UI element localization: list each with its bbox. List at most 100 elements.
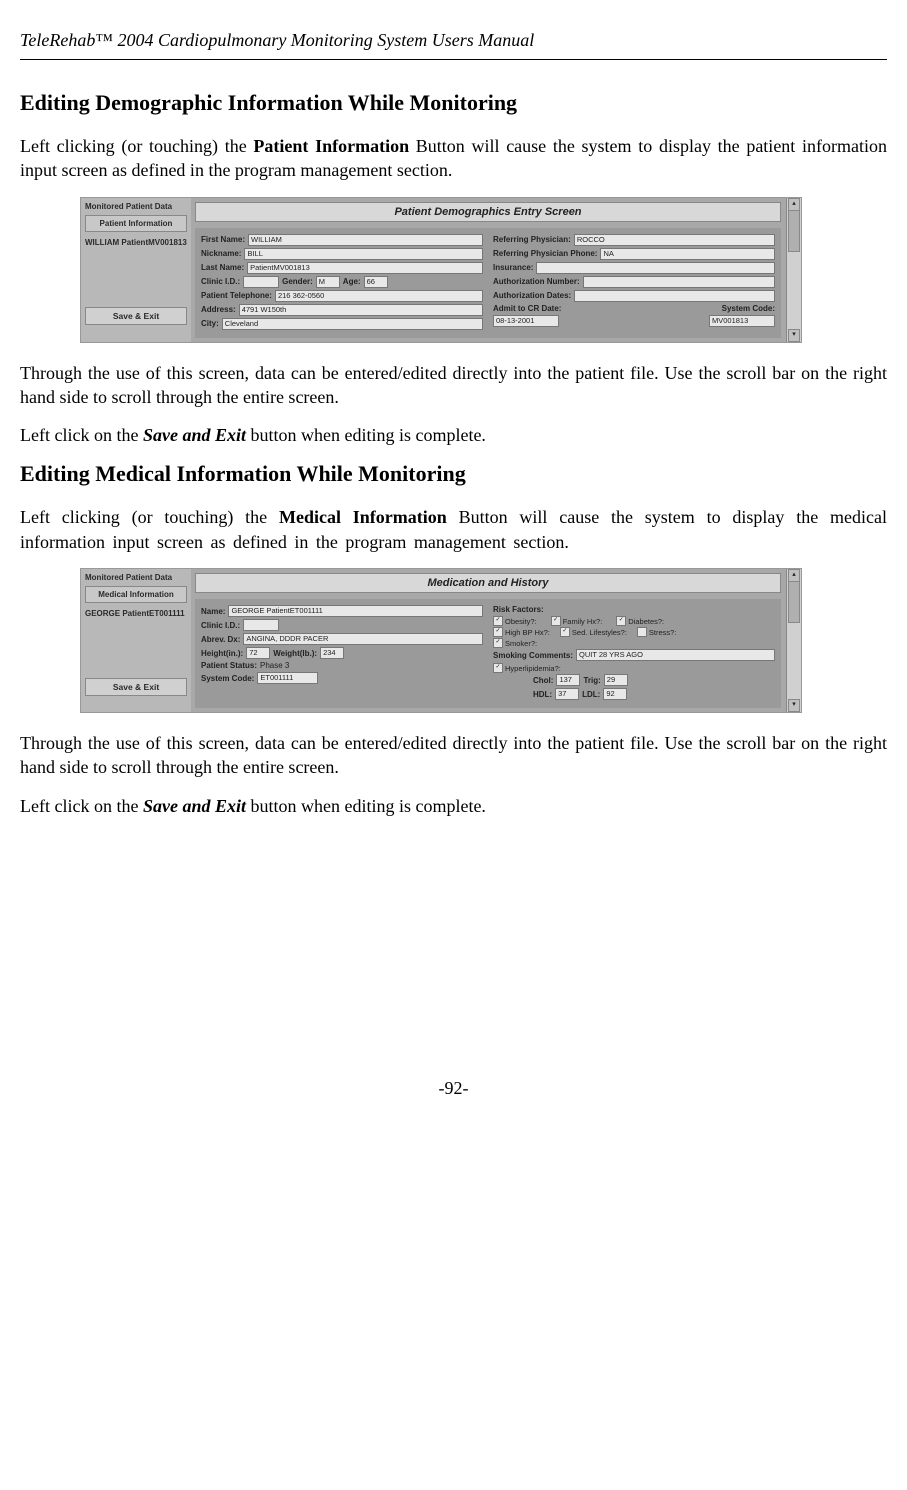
s2-left-col: Name:GEORGE PatientET001111 Clinic I.D.:… [201,605,483,702]
s2-title-bar: Medication and History [195,573,781,593]
clinic-id2-field[interactable] [243,619,279,631]
sed-checkbox[interactable]: ✓ [560,627,570,637]
s1-right-col: Referring Physician:ROCCO Referring Phys… [493,234,775,332]
status-value: Phase 3 [260,661,289,670]
scroll-thumb[interactable] [788,581,800,623]
stress-checkbox[interactable] [637,627,647,637]
s2-right-col: Risk Factors: ✓Obesity?:✓Family Hx?:✓Dia… [493,605,775,702]
screenshot-patient-demographics: Monitored Patient Data Patient Informati… [80,197,802,343]
family-checkbox[interactable]: ✓ [551,616,561,626]
age-label: Age: [343,277,361,286]
obesity-checkbox[interactable]: ✓ [493,616,503,626]
s1p3a: Left click on the [20,425,143,445]
ref-phone-field[interactable]: NA [600,248,775,260]
s2-form: Name:GEORGE PatientET001111 Clinic I.D.:… [195,599,781,708]
weight-field[interactable]: 234 [320,647,344,659]
section1-para3: Left click on the Save and Exit button w… [20,423,887,447]
name-field[interactable]: GEORGE PatientET001111 [228,605,483,617]
city-field[interactable]: Cleveland [222,318,483,330]
hdl-field[interactable]: 37 [555,688,579,700]
s2-scrollbar[interactable]: ▴ ▾ [786,569,801,712]
s2p1bold: Medical Information [279,507,447,527]
s2-side-name: GEORGE PatientET001111 [85,609,187,618]
s2-medical-info-button[interactable]: Medical Information [85,586,187,603]
syscode2-field[interactable]: ET001111 [257,672,318,684]
syscode-field[interactable]: MV001813 [709,315,775,327]
header-rest: 2004 Cardiopulmonary Monitoring System U… [113,30,534,50]
s1-side-name: WILLIAM PatientMV001813 [85,238,187,247]
diabetes-checkbox[interactable]: ✓ [616,616,626,626]
s2p3b: button when editing is complete. [246,796,486,816]
address-field[interactable]: 4791 W150th [239,304,483,316]
s2-side-top: Monitored Patient Data [85,573,187,582]
syscode-label: System Code: [722,304,775,313]
stress-label: Stress?: [649,628,677,637]
s1-save-exit-button[interactable]: Save & Exit [85,307,187,325]
s1-scrollbar[interactable]: ▴ ▾ [786,198,801,342]
hyper-checkbox[interactable]: ✓ [493,663,503,673]
insurance-label: Insurance: [493,263,533,272]
smoking-comments-field[interactable]: QUIT 28 YRS AGO [576,649,775,661]
s1-side-top: Monitored Patient Data [85,202,187,211]
nickname-field[interactable]: BILL [244,248,483,260]
s1p1a: Left clicking (or touching) the [20,136,253,156]
section2-para2: Through the use of this screen, data can… [20,731,887,780]
admit-field[interactable]: 08-13-2001 [493,315,559,327]
s2-save-exit-button[interactable]: Save & Exit [85,678,187,696]
nickname-label: Nickname: [201,249,241,258]
s2p1a: Left clicking (or touching) the [20,507,279,527]
ref-phys-label: Referring Physician: [493,235,571,244]
s1p1bold: Patient Information [253,136,409,156]
scroll-thumb[interactable] [788,210,800,252]
insurance-field[interactable] [536,262,775,274]
scroll-down-icon[interactable]: ▾ [788,329,800,342]
weight-label: Weight(lb.): [273,649,317,658]
s1-left-col: First Name:WILLIAM Nickname:BILL Last Na… [201,234,483,332]
height-field[interactable]: 72 [246,647,270,659]
screenshot-medication-history: Monitored Patient Data Medical Informati… [80,568,802,713]
s2p3a: Left click on the [20,796,143,816]
auth-dates-label: Authorization Dates: [493,291,571,300]
city-label: City: [201,319,219,328]
section2-heading: Editing Medical Information While Monito… [20,461,887,487]
obesity-label: Obesity?: [505,617,537,626]
highbp-checkbox[interactable]: ✓ [493,627,503,637]
abrev-dx-label: Abrev. Dx: [201,635,240,644]
ref-phys-field[interactable]: ROCCO [574,234,775,246]
admit-label: Admit to CR Date: [493,304,561,313]
phone-field[interactable]: 216 362-0560 [275,290,483,302]
smoking-comments-label: Smoking Comments: [493,651,573,660]
section1-para1: Left clicking (or touching) the Patient … [20,134,887,183]
status-label: Patient Status: [201,661,257,670]
scroll-down-icon[interactable]: ▾ [788,699,800,712]
diabetes-label: Diabetes?: [628,617,664,626]
s1-sidebar: Monitored Patient Data Patient Informati… [81,198,191,342]
header-rule [20,59,887,60]
abrev-dx-field[interactable]: ANGINA, DDDR PACER [243,633,483,645]
ldl-field[interactable]: 92 [603,688,627,700]
s1p3bi: Save and Exit [143,425,246,445]
trig-field[interactable]: 29 [604,674,628,686]
auth-num-field[interactable] [583,276,775,288]
auth-dates-field[interactable] [574,290,775,302]
section2-para1: Left clicking (or touching) the Medical … [20,505,887,554]
auth-num-label: Authorization Number: [493,277,580,286]
page-number: -92- [20,1078,887,1099]
s2p3bi: Save and Exit [143,796,246,816]
ldl-label: LDL: [582,690,600,699]
highbp-label: High BP Hx?: [505,628,550,637]
section1-para2: Through the use of this screen, data can… [20,361,887,410]
smoker-checkbox[interactable]: ✓ [493,638,503,648]
chol-field[interactable]: 137 [556,674,580,686]
name-label: Name: [201,607,225,616]
last-name-label: Last Name: [201,263,244,272]
gender-field[interactable]: M [316,276,340,288]
age-field[interactable]: 66 [364,276,388,288]
clinic-id-field[interactable] [243,276,279,288]
sed-label: Sed. Lifestyles?: [572,628,627,637]
page-header: TeleRehab™ 2004 Cardiopulmonary Monitori… [20,30,887,51]
s2-main: Medication and History Name:GEORGE Patie… [191,569,801,712]
s1-patient-info-button[interactable]: Patient Information [85,215,187,232]
first-name-field[interactable]: WILLIAM [248,234,483,246]
last-name-field[interactable]: PatientMV001813 [247,262,483,274]
